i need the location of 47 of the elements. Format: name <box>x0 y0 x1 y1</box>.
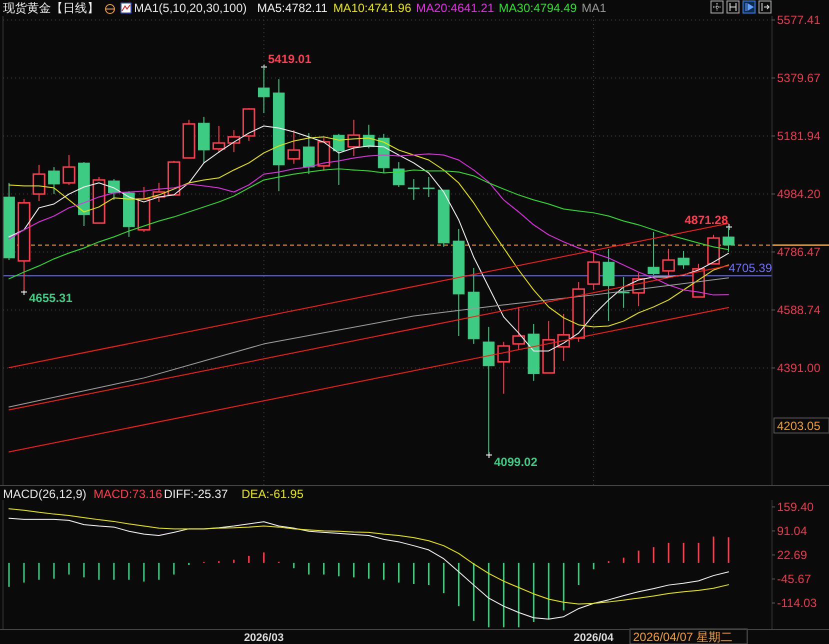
annotation: 4655.31 <box>29 291 73 305</box>
candlestick <box>452 228 465 336</box>
candlestick <box>468 267 480 344</box>
y-tick-label: 5181.94 <box>777 129 821 144</box>
candlestick <box>678 250 690 270</box>
y-tick-label: 4391.00 <box>777 361 821 376</box>
legend-title: MA1(5,10,20,30,100) <box>134 1 247 16</box>
y-tick-label: 4984.20 <box>777 187 821 202</box>
y-tick-label: 4786.47 <box>777 245 821 260</box>
y-tick-label: 5577.41 <box>777 13 821 28</box>
candlestick <box>602 248 614 322</box>
y-tick-label: -114.03 <box>777 596 818 610</box>
y-tick-label: 22.69 <box>777 548 808 562</box>
line-series <box>8 518 730 620</box>
text: MACD:73.16 <box>94 487 163 502</box>
candlestick <box>422 176 435 198</box>
x-tick-label: 2026/03 <box>244 632 284 644</box>
y-tick-label: -45.67 <box>777 572 812 586</box>
candlestick <box>618 276 630 308</box>
annotation: 4099.02 <box>494 455 538 469</box>
candlestick <box>408 178 420 200</box>
y-tick-label: 91.04 <box>777 524 808 538</box>
ref-line-label: 4705.39 <box>728 260 772 275</box>
y-tick-label: 5379.67 <box>777 71 821 86</box>
text: 4203.05 <box>777 419 821 433</box>
text: 2026/04/07 星期二 <box>633 630 732 644</box>
text: MA1 <box>582 1 607 16</box>
text: MA5:4782.11 <box>257 1 328 16</box>
line-series <box>8 508 730 605</box>
annotation: 5419.01 <box>268 52 312 66</box>
candlestick <box>287 130 300 164</box>
legend-title: MACD(26,12,9) <box>3 487 86 502</box>
text: MA30:4794.49 <box>498 1 578 16</box>
annotation: 4871.28 <box>684 213 728 227</box>
text: MA20:4641.21 <box>416 1 494 16</box>
x-tick-label: 2026/04 <box>574 632 614 644</box>
candlestick <box>528 323 540 382</box>
chart-title: 现货黄金【日线】 <box>3 1 99 16</box>
y-tick-label: 4588.74 <box>777 303 821 318</box>
text: DIFF:-25.37 <box>164 487 228 502</box>
line-series <box>8 168 730 280</box>
text: MA10:4741.96 <box>333 1 412 16</box>
text: DEA:-61.95 <box>242 487 304 502</box>
candlestick <box>48 166 60 195</box>
candlestick <box>272 78 285 192</box>
y-tick-label: 159.40 <box>777 500 814 514</box>
line-series <box>8 125 730 352</box>
